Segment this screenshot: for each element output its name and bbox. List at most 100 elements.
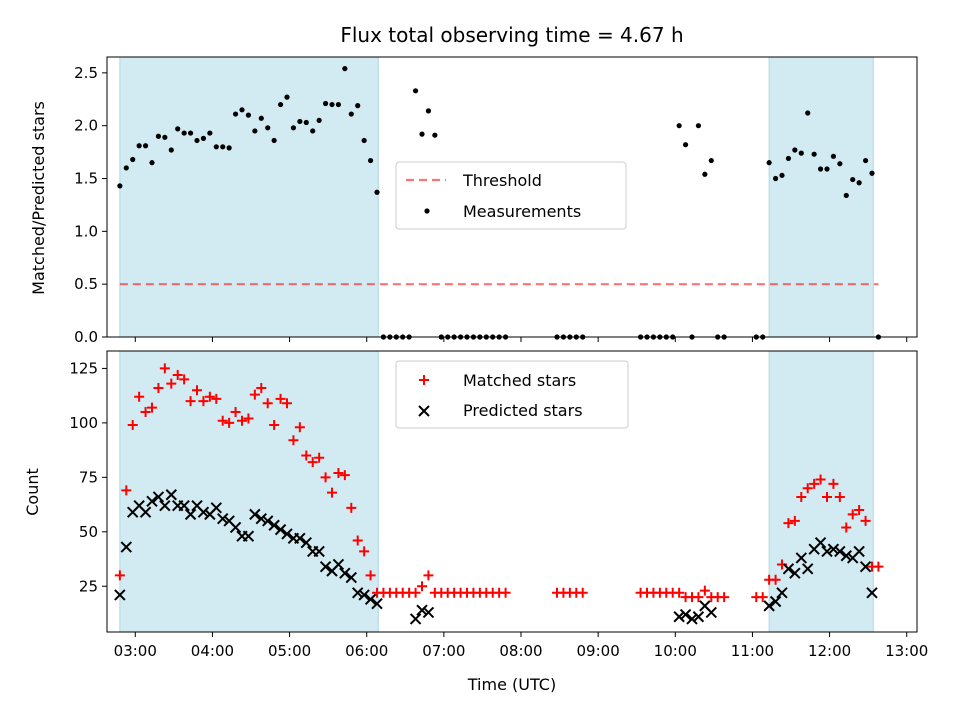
measurement-point (805, 110, 811, 116)
predicted-star-point (152, 491, 165, 503)
measurement-point (361, 137, 367, 144)
measurement-point (117, 183, 123, 189)
matched-star-point (699, 585, 710, 596)
matched-star-point (860, 515, 871, 526)
matched-star-point (282, 398, 292, 409)
measurement-point (329, 101, 335, 108)
measurement-point (766, 160, 772, 166)
x-tick-label: 04:00 (191, 642, 234, 660)
matched-star-point (423, 570, 434, 581)
predicted-star-point (178, 499, 190, 512)
predicted-star-point (814, 536, 827, 549)
measurement-point (695, 123, 702, 129)
matched-star-point (802, 483, 813, 494)
measurement-point (843, 192, 849, 199)
measurement-point (213, 144, 219, 150)
measurement-point (297, 118, 303, 125)
matched-star-point (757, 592, 768, 603)
bottom-legend: Matched stars Predicted stars (395, 360, 629, 429)
predicted-star-point (827, 543, 840, 555)
matched-star-point (262, 398, 273, 409)
predicted-star-point (371, 597, 383, 610)
matched-star-point (410, 587, 421, 598)
predicted-star-point (300, 536, 312, 549)
matched-star-point (327, 487, 337, 498)
matched-star-point (159, 363, 170, 374)
measurement-point (355, 103, 361, 109)
matched-star-point (417, 581, 427, 592)
matched-star-point (185, 396, 196, 407)
predicted-star-point (422, 606, 435, 619)
x-tick-label: 07:00 (422, 642, 465, 660)
x-tick-label: 03:00 (114, 642, 157, 660)
matched-star-point (577, 587, 588, 598)
measurement-point (130, 156, 136, 163)
measurement-point (412, 88, 419, 94)
matched-star-point (275, 393, 286, 404)
measurement-point (676, 123, 682, 129)
x-tick-label: 06:00 (345, 642, 388, 660)
legend-matched-label: Matched stars (463, 371, 576, 390)
matched-star-point (500, 587, 511, 598)
predicted-star-point (358, 589, 370, 601)
bottom-y-tick-label: 50 (79, 523, 98, 541)
matched-star-point (237, 415, 247, 426)
predicted-star-point (789, 567, 801, 579)
matched-star-point (204, 391, 215, 402)
top-y-tick-label: 2.0 (74, 117, 98, 135)
legend-measurements-label: Measurements (463, 202, 581, 221)
measurement-point (850, 176, 856, 183)
predicted-star-point (705, 606, 717, 619)
matched-star-point (294, 422, 305, 433)
predicted-star-point (409, 613, 422, 625)
top-shaded-interval (119, 56, 379, 338)
top-axes-frame (106, 56, 918, 338)
matched-star-point (834, 491, 845, 502)
matched-star-point (121, 485, 132, 496)
measurement-point (142, 143, 149, 149)
bottom-axes-frame (106, 350, 918, 633)
predicted-star-point (332, 558, 345, 571)
measurement-point (226, 145, 232, 151)
predicted-star-point (352, 587, 364, 599)
measurement-point (232, 111, 239, 117)
predicted-star-point (821, 545, 833, 558)
measurement-point (779, 172, 785, 178)
matched-star-point (147, 402, 157, 413)
measurement-point (136, 143, 142, 149)
legend-threshold-label: Threshold (462, 171, 542, 190)
measurement-point (303, 119, 309, 126)
predicted-star-point (159, 499, 171, 512)
matched-star-point (841, 522, 852, 533)
measurement-point (200, 135, 207, 141)
measurement-point (824, 166, 830, 172)
bottom-shaded-interval (768, 350, 874, 633)
measurement-point (277, 101, 284, 108)
x-tick-label: 05:00 (268, 642, 311, 660)
x-tick-label: 08:00 (499, 642, 542, 660)
matched-star-point (314, 452, 325, 463)
matched-star-point (192, 385, 202, 396)
matched-star-point (140, 406, 151, 417)
measurement-point (271, 137, 277, 144)
matched-star-point (847, 509, 858, 520)
predicted-star-point (679, 608, 692, 621)
predicted-star-point (859, 560, 872, 573)
matched-star-point (224, 417, 235, 428)
measurement-point (682, 142, 689, 148)
legend-predicted-swatch (418, 405, 430, 417)
measurement-point (220, 144, 226, 150)
bottom-y-tick-label: 100 (69, 414, 98, 432)
measurement-point (817, 166, 824, 172)
matched-star-point (127, 420, 138, 431)
measurement-point (335, 101, 342, 108)
predicted-star-point (319, 560, 332, 573)
top-y-axis-label: Matched/Predicted stars (29, 101, 48, 295)
matched-star-point (320, 472, 331, 483)
matched-star-point (134, 391, 145, 402)
top-legend: Threshold Measurements (395, 161, 627, 230)
measurement-point (830, 153, 837, 159)
measurement-point (265, 125, 271, 131)
matched-star-point (789, 515, 800, 526)
